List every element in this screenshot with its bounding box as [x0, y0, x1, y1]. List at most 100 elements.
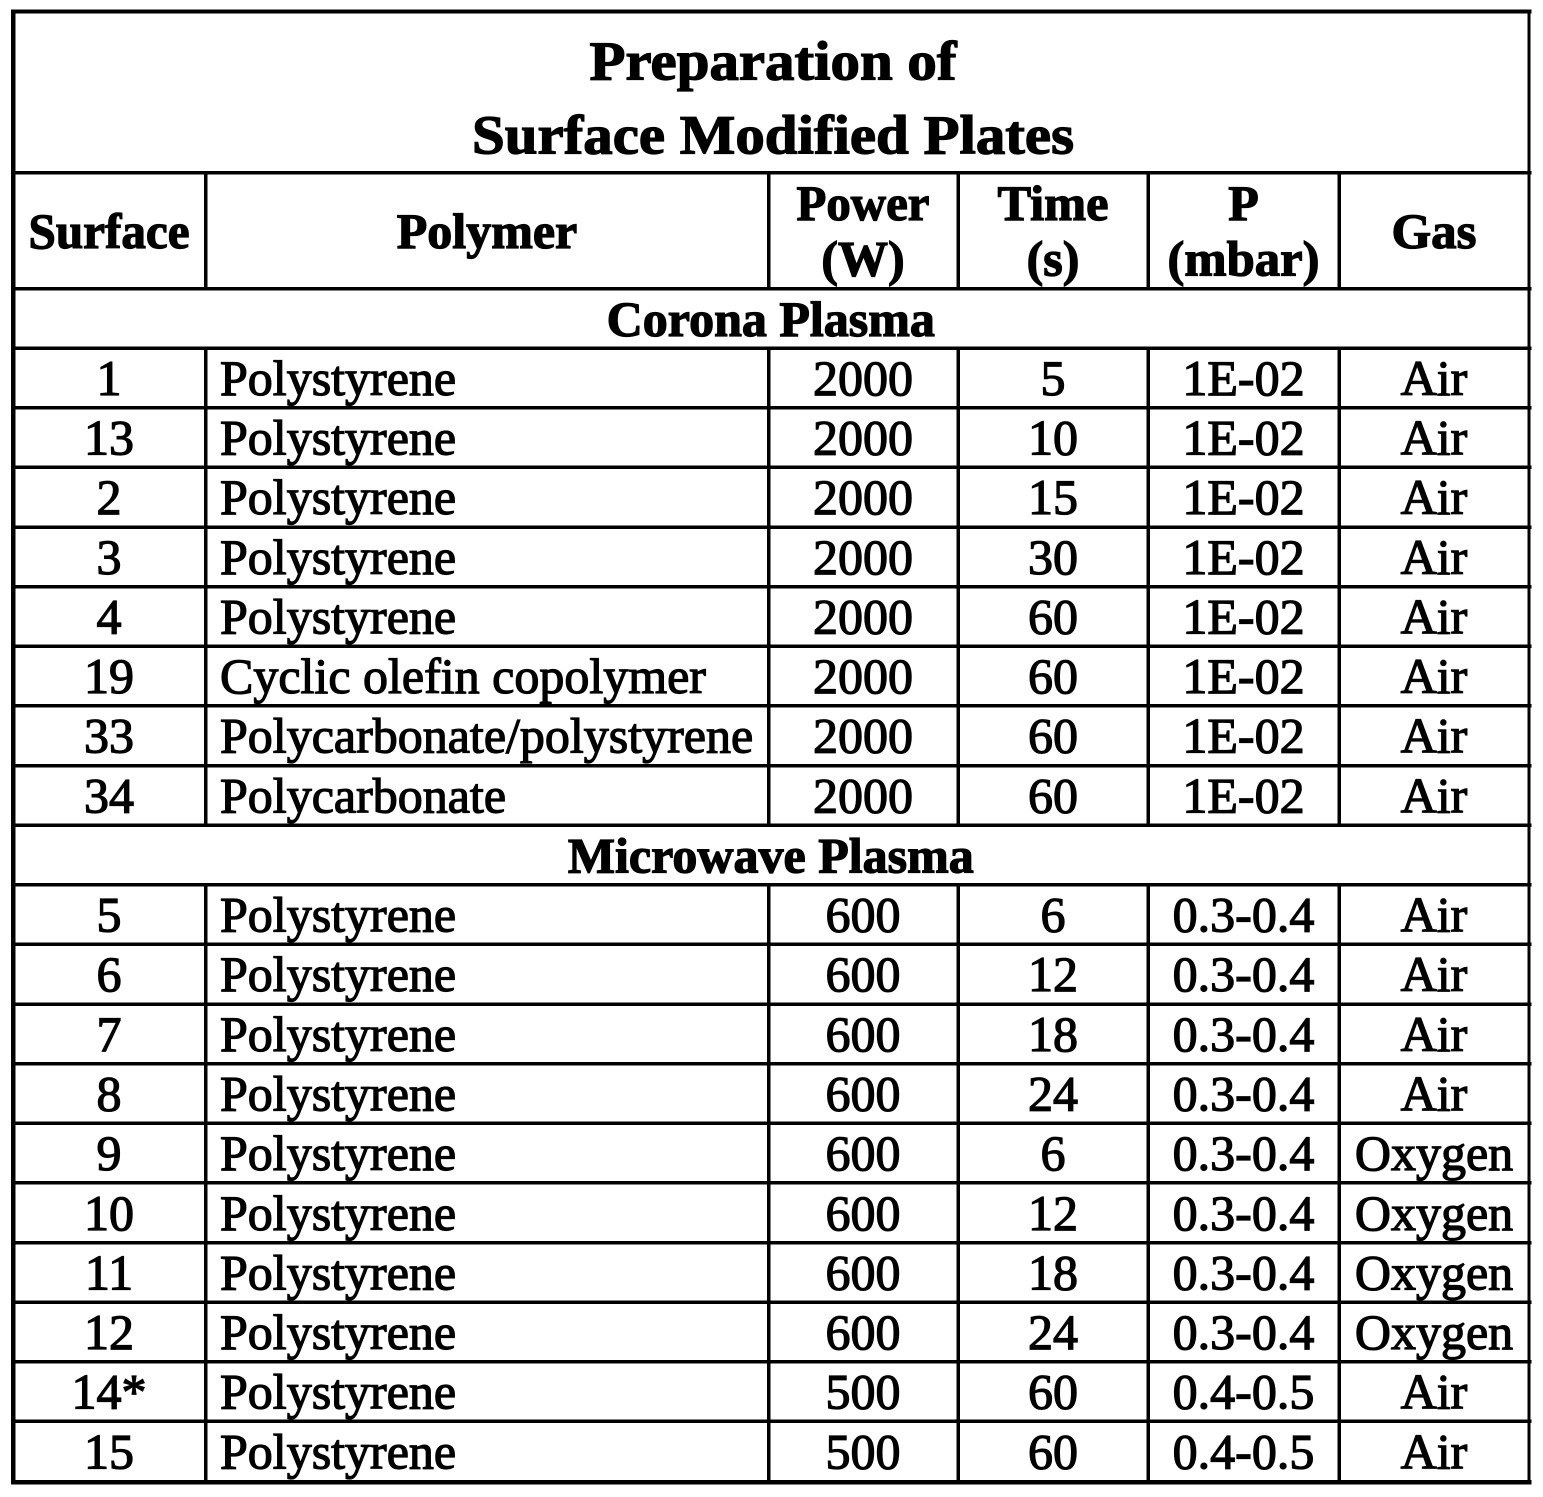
svg-text:Air: Air — [1401, 1364, 1468, 1420]
svg-text:600: 600 — [826, 887, 901, 943]
svg-text:1E-02: 1E-02 — [1182, 529, 1304, 585]
svg-text:1E-02: 1E-02 — [1182, 767, 1304, 823]
svg-text:(W): (W) — [821, 231, 904, 287]
svg-text:60: 60 — [1028, 1423, 1078, 1479]
svg-text:15: 15 — [84, 1423, 134, 1479]
svg-text:5: 5 — [1041, 350, 1066, 406]
svg-text:Polystyrene: Polystyrene — [220, 410, 456, 466]
svg-text:33: 33 — [84, 708, 134, 764]
svg-text:Air: Air — [1401, 887, 1468, 943]
svg-text:Polystyrene: Polystyrene — [220, 1244, 456, 1300]
svg-text:Air: Air — [1401, 1006, 1468, 1062]
svg-text:9: 9 — [97, 1125, 122, 1181]
svg-text:Polystyrene: Polystyrene — [220, 350, 456, 406]
svg-text:Polystyrene: Polystyrene — [220, 469, 456, 525]
svg-text:2000: 2000 — [813, 529, 913, 585]
svg-text:Time: Time — [998, 175, 1109, 231]
svg-text:2000: 2000 — [813, 410, 913, 466]
svg-text:Air: Air — [1401, 648, 1468, 704]
svg-text:Polystyrene: Polystyrene — [220, 887, 456, 943]
svg-text:1: 1 — [97, 350, 122, 406]
svg-text:Air: Air — [1401, 1423, 1468, 1479]
svg-text:Corona Plasma: Corona Plasma — [607, 291, 935, 347]
svg-text:Oxygen: Oxygen — [1355, 1125, 1513, 1181]
svg-text:Air: Air — [1401, 350, 1468, 406]
svg-text:11: 11 — [85, 1244, 133, 1300]
svg-text:Polystyrene: Polystyrene — [220, 1304, 456, 1360]
svg-text:Polystyrene: Polystyrene — [220, 1423, 456, 1479]
svg-text:3: 3 — [97, 529, 122, 585]
svg-text:0.3-0.4: 0.3-0.4 — [1173, 1185, 1315, 1241]
svg-text:60: 60 — [1028, 708, 1078, 764]
svg-text:8: 8 — [97, 1066, 122, 1122]
svg-text:4: 4 — [97, 589, 122, 645]
svg-text:Polystyrene: Polystyrene — [220, 1185, 456, 1241]
svg-text:0.4-0.5: 0.4-0.5 — [1173, 1364, 1315, 1420]
svg-text:12: 12 — [1028, 946, 1078, 1002]
svg-text:600: 600 — [826, 946, 901, 1002]
svg-text:0.4-0.5: 0.4-0.5 — [1173, 1423, 1315, 1479]
svg-text:500: 500 — [826, 1364, 901, 1420]
svg-text:24: 24 — [1028, 1066, 1078, 1122]
svg-text:Power: Power — [797, 175, 930, 231]
svg-text:Surface Modified Plates: Surface Modified Plates — [472, 105, 1074, 166]
svg-text:Polycarbonate: Polycarbonate — [220, 767, 506, 823]
svg-text:0.3-0.4: 0.3-0.4 — [1173, 887, 1315, 943]
svg-text:0.3-0.4: 0.3-0.4 — [1173, 1125, 1315, 1181]
svg-text:2000: 2000 — [813, 648, 913, 704]
svg-text:Polystyrene: Polystyrene — [220, 1066, 456, 1122]
svg-text:Surface: Surface — [29, 203, 190, 259]
svg-text:Air: Air — [1401, 946, 1468, 1002]
svg-text:Polymer: Polymer — [397, 203, 577, 259]
svg-text:Air: Air — [1401, 410, 1468, 466]
svg-text:Polycarbonate/polystyrene: Polycarbonate/polystyrene — [220, 708, 753, 764]
svg-text:60: 60 — [1028, 589, 1078, 645]
svg-text:(s): (s) — [1027, 231, 1080, 287]
svg-text:Air: Air — [1401, 529, 1468, 585]
svg-text:1E-02: 1E-02 — [1182, 350, 1304, 406]
svg-text:Polystyrene: Polystyrene — [220, 1364, 456, 1420]
svg-text:2000: 2000 — [813, 708, 913, 764]
svg-text:600: 600 — [826, 1304, 901, 1360]
svg-text:15: 15 — [1028, 469, 1078, 525]
svg-text:2: 2 — [97, 469, 122, 525]
svg-text:1E-02: 1E-02 — [1182, 648, 1304, 704]
svg-text:60: 60 — [1028, 767, 1078, 823]
svg-text:2000: 2000 — [813, 350, 913, 406]
svg-text:Air: Air — [1401, 589, 1468, 645]
svg-text:Polystyrene: Polystyrene — [220, 589, 456, 645]
svg-text:600: 600 — [826, 1185, 901, 1241]
svg-text:Air: Air — [1401, 708, 1468, 764]
svg-text:19: 19 — [84, 648, 134, 704]
svg-text:500: 500 — [826, 1423, 901, 1479]
svg-text:12: 12 — [84, 1304, 134, 1360]
svg-text:1E-02: 1E-02 — [1182, 469, 1304, 525]
svg-text:18: 18 — [1028, 1244, 1078, 1300]
svg-text:Air: Air — [1401, 469, 1468, 525]
svg-text:10: 10 — [1028, 410, 1078, 466]
svg-text:6: 6 — [1041, 1125, 1066, 1181]
svg-text:0.3-0.4: 0.3-0.4 — [1173, 1006, 1315, 1062]
svg-text:Microwave Plasma: Microwave Plasma — [568, 828, 974, 884]
svg-text:Polystyrene: Polystyrene — [220, 529, 456, 585]
svg-text:24: 24 — [1028, 1304, 1078, 1360]
svg-text:60: 60 — [1028, 648, 1078, 704]
svg-text:Oxygen: Oxygen — [1355, 1185, 1513, 1241]
svg-text:1E-02: 1E-02 — [1182, 708, 1304, 764]
svg-text:2000: 2000 — [813, 767, 913, 823]
svg-text:30: 30 — [1028, 529, 1078, 585]
svg-text:Oxygen: Oxygen — [1355, 1304, 1513, 1360]
svg-text:0.3-0.4: 0.3-0.4 — [1173, 1244, 1315, 1300]
svg-text:5: 5 — [97, 887, 122, 943]
svg-text:Polystyrene: Polystyrene — [220, 1006, 456, 1062]
svg-text:Cyclic olefin copolymer: Cyclic olefin copolymer — [220, 648, 706, 704]
svg-text:18: 18 — [1028, 1006, 1078, 1062]
svg-text:Polystyrene: Polystyrene — [220, 1125, 456, 1181]
svg-text:600: 600 — [826, 1066, 901, 1122]
svg-text:1E-02: 1E-02 — [1182, 589, 1304, 645]
svg-text:600: 600 — [826, 1244, 901, 1300]
svg-text:600: 600 — [826, 1125, 901, 1181]
svg-text:1E-02: 1E-02 — [1182, 410, 1304, 466]
svg-text:0.3-0.4: 0.3-0.4 — [1173, 1066, 1315, 1122]
svg-text:Preparation of: Preparation of — [590, 31, 958, 92]
